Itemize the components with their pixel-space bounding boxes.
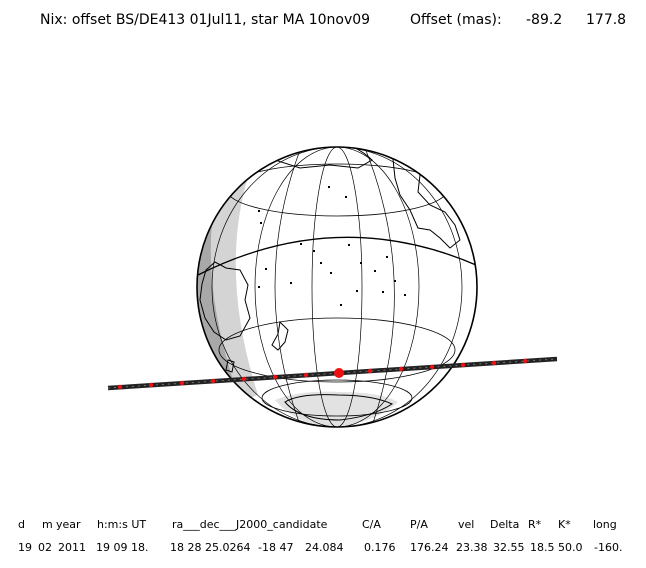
offset-label: Offset (mas): [410,12,502,28]
value-rstar: 18.5 [530,541,555,554]
value-day: 19 [18,541,32,554]
track-time-markers [117,358,528,390]
track-marker [148,382,154,388]
track-marker [210,378,216,384]
value-ra: 18 28 25.0264 [170,541,251,554]
value-month: 02 [38,541,52,554]
track-marker [522,358,528,364]
value-kstar: 50.0 [558,541,583,554]
track-marker [179,380,185,386]
col-header-vel: vel [458,518,475,531]
col-header-radec: ra___dec___J2000_candidate [172,518,328,531]
value-delta: 32.55 [493,541,525,554]
value-candidate: 24.084 [305,541,344,554]
track-marker [429,364,435,370]
figure-title: Nix: offset BS/DE413 01Jul11, star MA 10… [40,12,371,28]
col-header-time: h:m:s UT [97,518,147,531]
col-header-year: year [56,518,81,531]
track-marker [272,374,278,380]
value-dec: -18 47 [258,541,294,554]
col-header-kstar: K* [558,518,571,531]
col-header-delta: Delta [490,518,520,531]
offset-x-value: -89.2 [526,12,563,28]
track-marker [303,372,309,378]
track-marker [491,360,497,366]
globe-disk [197,147,477,427]
track-marker [398,366,404,372]
central-time-marker [334,368,344,378]
offset-y-value: 177.8 [586,12,627,28]
meridian-lines [211,147,463,427]
value-vel: 23.38 [456,541,488,554]
col-header-long: long [593,518,617,531]
track-marker [367,368,373,374]
island-dots [258,186,406,306]
col-header-d: d [18,518,25,531]
value-time: 19 09 18. [96,541,149,554]
track-marker [117,384,123,390]
track-marker [241,376,247,382]
col-header-rstar: R* [528,518,542,531]
value-pa: 176.24 [410,541,449,554]
col-header-m: m [42,518,53,531]
antarctica-fill [275,391,398,427]
coastlines [199,147,461,421]
col-header-ca: C/A [362,518,381,531]
value-ca: 0.176 [364,541,396,554]
night-shade [197,150,238,420]
track-marker [460,362,466,368]
globe-limb [196,146,478,428]
value-year: 2011 [58,541,86,554]
col-header-pa: P/A [410,518,428,531]
value-long: -160. [594,541,623,554]
